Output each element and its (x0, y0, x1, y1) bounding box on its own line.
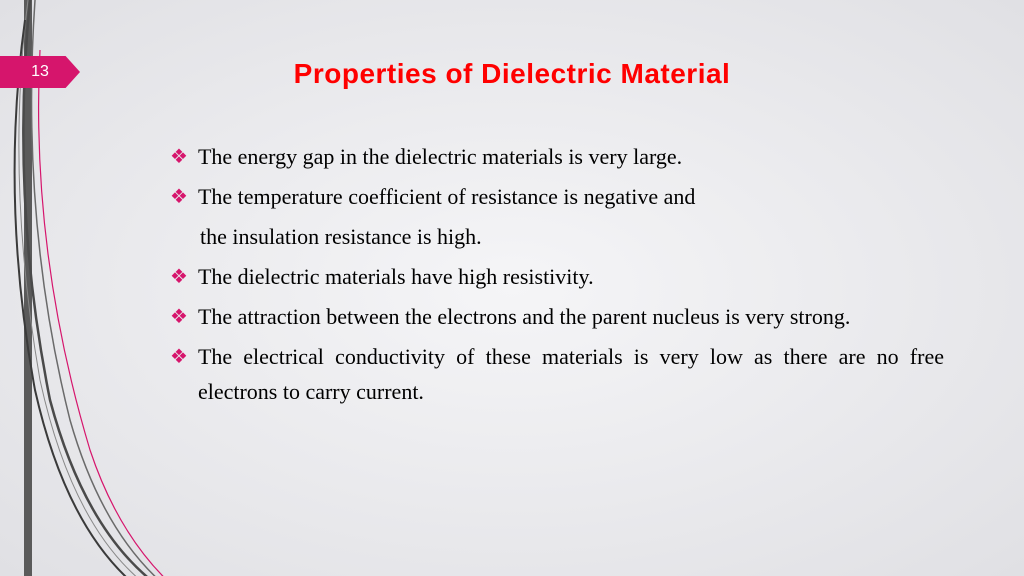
bullet-item: ❖ The electrical conductivity of these ma… (170, 340, 944, 408)
diamond-bullet-icon: ❖ (170, 182, 188, 213)
bullet-item: ❖ The energy gap in the dielectric materi… (170, 140, 944, 174)
diamond-bullet-icon: ❖ (170, 142, 188, 173)
bullet-text: The dielectric materials have high resis… (198, 260, 594, 294)
bullet-text: The electrical conductivity of these mat… (198, 340, 944, 408)
bullet-text: The energy gap in the dielectric materia… (198, 140, 682, 174)
slide-title: Properties of Dielectric Material (0, 58, 1024, 90)
bullet-item: ❖ The temperature coefficient of resistan… (170, 180, 944, 214)
bullet-continuation: the insulation resistance is high. (200, 220, 944, 254)
bullet-text: The temperature coefficient of resistanc… (198, 180, 695, 214)
diamond-bullet-icon: ❖ (170, 342, 188, 373)
diamond-bullet-icon: ❖ (170, 262, 188, 293)
content-area: ❖ The energy gap in the dielectric materi… (170, 140, 944, 415)
bullet-item: ❖ The dielectric materials have high resi… (170, 260, 944, 294)
diamond-bullet-icon: ❖ (170, 302, 188, 333)
bullet-item: ❖ The attraction between the electrons an… (170, 300, 944, 334)
bullet-text: The attraction between the electrons and… (198, 300, 850, 334)
